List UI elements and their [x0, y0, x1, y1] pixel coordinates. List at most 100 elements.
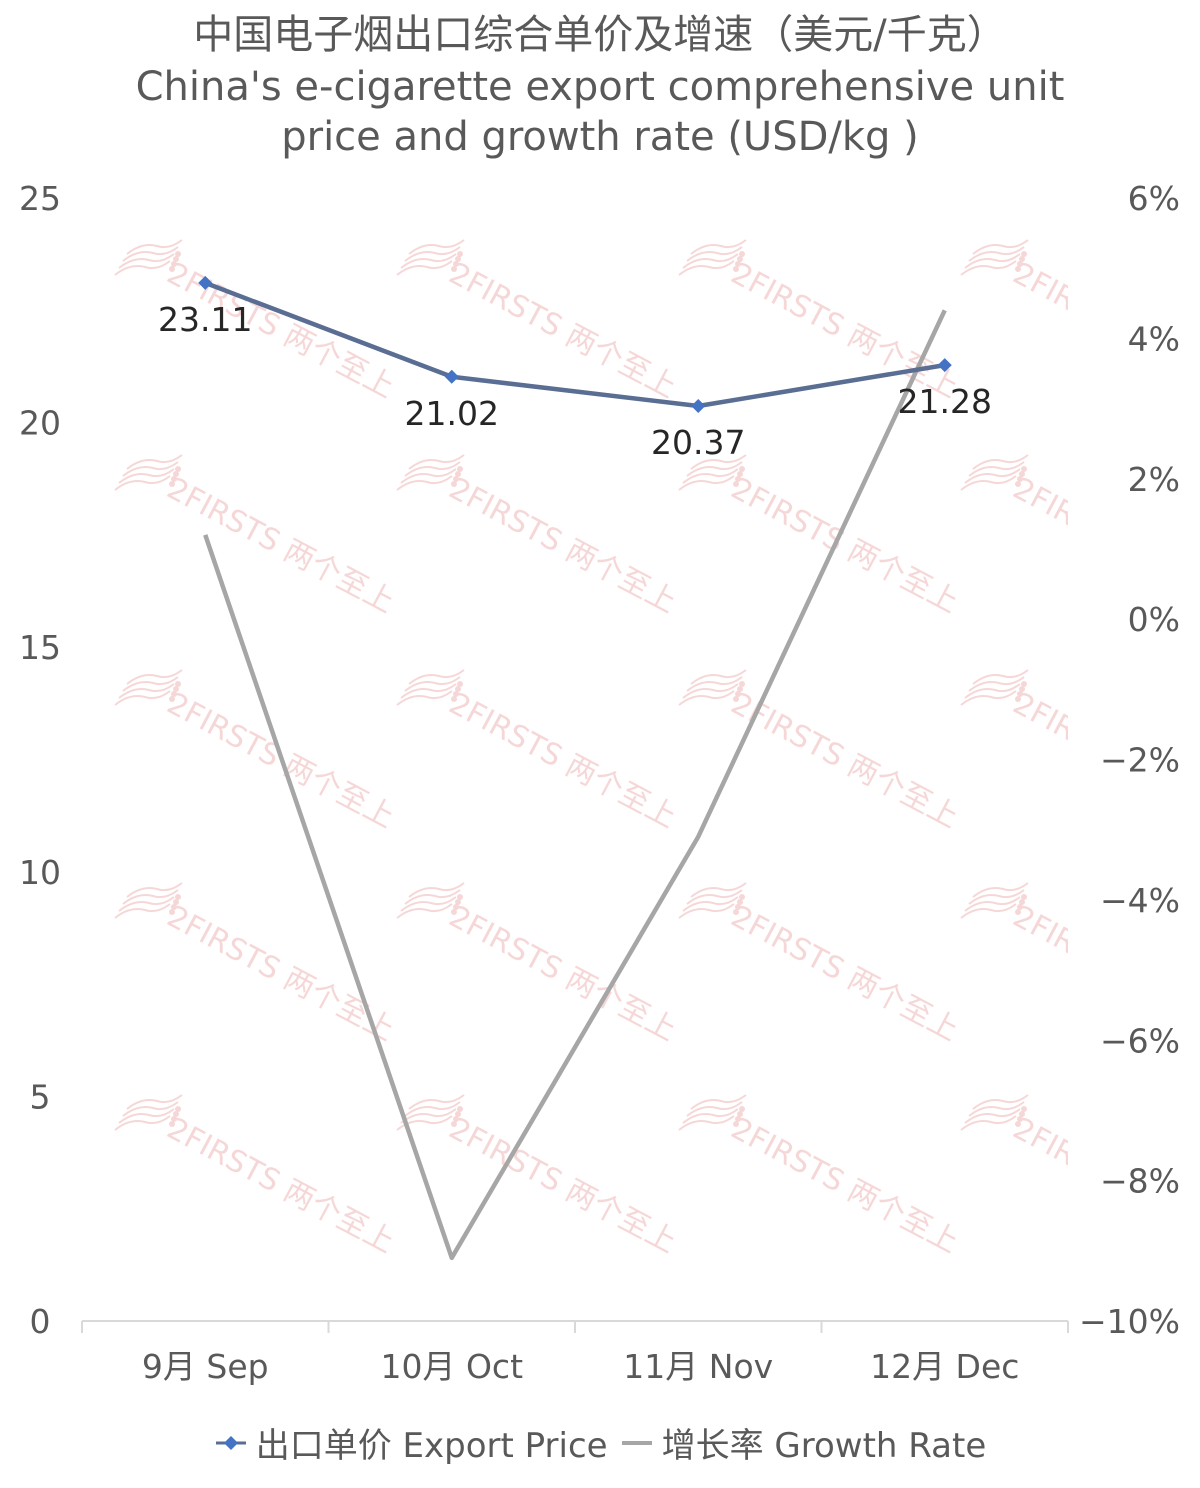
watermark-logo: 2FIRSTS 两个至上: [114, 882, 400, 1048]
watermark-icon: [739, 1106, 745, 1112]
watermark-icon: [1017, 261, 1023, 267]
watermark-icon: [400, 468, 457, 484]
watermark-icon: [400, 683, 457, 699]
watermark-icon: [1021, 251, 1027, 257]
y-left-tick-label: 5: [30, 1077, 51, 1116]
watermark-icon: [175, 466, 181, 472]
watermark-icon: [733, 266, 739, 272]
watermark-icon: [173, 471, 179, 477]
watermark-text: 2FIRSTS 两个至上: [725, 686, 964, 835]
axes-layer: 9月 Sep 10月 Oct 11月 Nov 12月 Dec 0 5 10 15 20 25 −10…: [19, 179, 1180, 1386]
watermark-icon: [404, 461, 461, 477]
watermark-icon: [686, 246, 743, 262]
watermark-icon: [457, 251, 463, 257]
watermark-icon: [1021, 894, 1027, 900]
watermark-icon: [739, 894, 745, 900]
watermark-icon: [457, 466, 463, 472]
export-price-point: [937, 358, 952, 373]
watermark-icon: [1017, 691, 1023, 697]
y-right-tick-label: −2%: [1100, 741, 1180, 780]
watermark-icon: [457, 1106, 463, 1112]
watermark-icon: [678, 903, 735, 919]
y-right-tick-label: 0%: [1128, 600, 1180, 639]
watermark-icon: [173, 1111, 179, 1117]
watermark-icon: [175, 894, 181, 900]
watermark-icon: [733, 909, 739, 915]
watermark-icon: [737, 1111, 743, 1117]
watermark-icon: [1017, 904, 1023, 910]
export-price-data-label: 21.28: [898, 382, 992, 421]
watermark-icon: [1019, 471, 1025, 477]
y-left-tick-label: 20: [19, 404, 61, 443]
watermark-icon: [690, 882, 747, 898]
watermark-icon: [690, 669, 747, 685]
watermark-icon: [173, 686, 179, 692]
watermark-icon: [682, 1108, 739, 1124]
watermark-icon: [408, 882, 465, 898]
watermark-icon: [686, 676, 743, 692]
watermark-icon: [173, 899, 179, 905]
watermark-icon: [455, 899, 461, 905]
watermark-icon: [169, 696, 175, 702]
watermark-icon: [964, 683, 1021, 699]
watermark-icon: [960, 690, 1017, 706]
x-tick-label: 10月 Oct: [380, 1347, 523, 1386]
watermark-icon: [408, 1094, 465, 1110]
watermark-icon: [690, 239, 747, 255]
watermark-icon: [972, 882, 1029, 898]
watermark-icon: [960, 1115, 1017, 1131]
export-price-point: [691, 398, 706, 413]
watermark-icon: [122, 676, 179, 692]
watermark-icon: [964, 253, 1021, 269]
watermark-icon: [972, 1094, 1029, 1110]
watermark-icon: [118, 253, 175, 269]
watermark-icon: [739, 251, 745, 257]
watermark-icon: [455, 256, 461, 262]
watermark-icon: [1015, 266, 1021, 272]
watermark-icon: [118, 683, 175, 699]
watermark-icon: [735, 1116, 741, 1122]
watermark-icon: [972, 669, 1029, 685]
watermark-icon: [457, 681, 463, 687]
watermark-icon: [126, 1094, 183, 1110]
watermark-icon: [114, 475, 171, 491]
watermark-icon: [686, 1101, 743, 1117]
watermark-icon: [678, 1115, 735, 1131]
watermark-text: 2FIRSTS 两个至上: [161, 1111, 400, 1260]
watermark-icon: [175, 1106, 181, 1112]
watermark-icon: [1019, 686, 1025, 692]
legend-item-export-price: 出口单价 Export Price: [214, 1418, 608, 1467]
watermark-icon: [968, 246, 1025, 262]
watermark-icon: [968, 1101, 1025, 1117]
x-tick-label: 12月 Dec: [870, 1347, 1019, 1386]
watermark-icon: [404, 889, 461, 905]
watermark-icon: [737, 899, 743, 905]
watermark-icon: [400, 896, 457, 912]
watermark-icon: [122, 889, 179, 905]
watermark-icon: [171, 261, 177, 267]
watermark-icon: [169, 481, 175, 487]
watermark-icon: [122, 1101, 179, 1117]
watermark-icon: [964, 1108, 1021, 1124]
watermark-logo: 2FIRSTS 两个至上: [396, 239, 682, 405]
watermark-icon: [171, 1116, 177, 1122]
watermark-icon: [404, 246, 461, 262]
watermark-logo: 2FIRSTS 两个至上: [678, 454, 964, 620]
watermark-icon: [1015, 909, 1021, 915]
legend-diamond-marker-icon: [215, 1435, 246, 1450]
y-left-tick-label: 0: [30, 1302, 51, 1341]
watermark-icon: [114, 260, 171, 276]
export-price-data-label: 23.11: [158, 300, 252, 339]
watermark-icon: [455, 686, 461, 692]
watermark-icon: [1017, 1116, 1023, 1122]
watermark-icon: [114, 690, 171, 706]
watermark-icon: [737, 256, 743, 262]
export-price-data-label: 20.37: [651, 423, 745, 462]
watermark-icon: [682, 896, 739, 912]
watermark-icon: [408, 454, 465, 470]
legend-item-growth-rate: 增长率 Growth Rate: [620, 1418, 986, 1467]
watermark-text: 2FIRSTS 两个至上: [443, 686, 682, 835]
watermark-icon: [175, 681, 181, 687]
export-price-data-label: 21.02: [405, 394, 499, 433]
watermark-icon: [1019, 899, 1025, 905]
